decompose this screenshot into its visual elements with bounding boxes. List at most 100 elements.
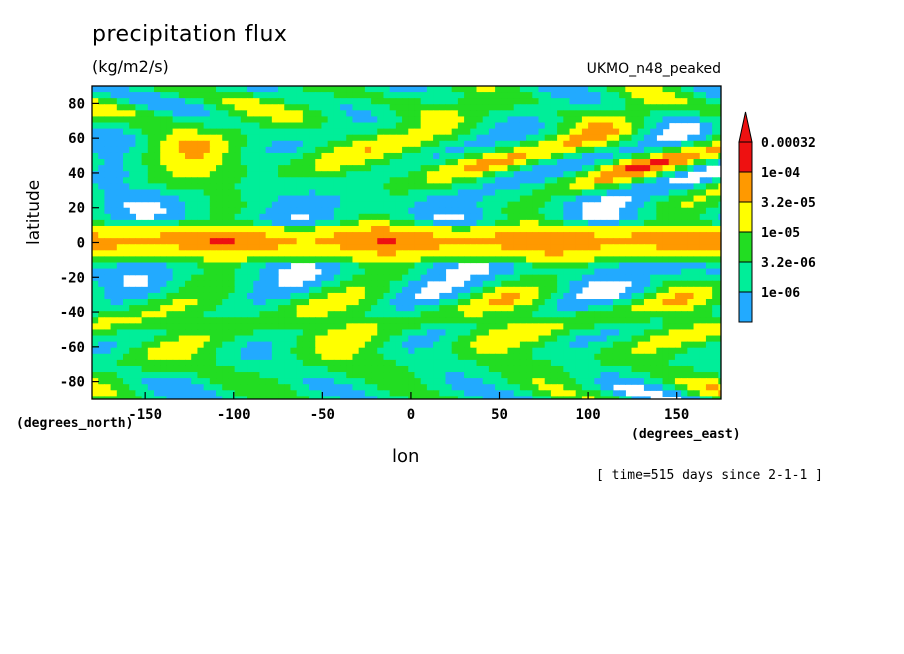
field-cell xyxy=(284,189,292,197)
field-cell xyxy=(538,359,546,367)
field-cell xyxy=(631,317,639,324)
field-cell xyxy=(135,335,143,343)
field-cell xyxy=(674,268,682,276)
field-cell xyxy=(284,207,292,215)
field-cell xyxy=(141,378,149,385)
field-cell xyxy=(383,152,391,160)
field-cell xyxy=(216,311,223,318)
field-cell xyxy=(482,159,490,166)
field-cell xyxy=(674,238,682,245)
field-cell xyxy=(650,207,657,215)
field-cell xyxy=(445,86,453,93)
field-cell xyxy=(172,116,180,124)
field-cell xyxy=(674,305,682,312)
field-cell xyxy=(433,311,440,318)
field-cell xyxy=(581,116,589,124)
field-cell xyxy=(532,378,540,385)
field-cell xyxy=(488,372,496,379)
field-cell xyxy=(594,365,602,373)
field-cell xyxy=(476,378,484,385)
field-cell xyxy=(129,329,137,337)
field-cell xyxy=(612,347,620,355)
field-cell xyxy=(203,232,211,239)
field-cell xyxy=(209,365,217,373)
field-cell xyxy=(160,329,168,337)
field-cell xyxy=(358,250,366,258)
field-cell xyxy=(488,177,496,184)
field-cell xyxy=(420,110,428,118)
field-cell xyxy=(135,219,143,227)
field-cell xyxy=(650,323,657,331)
field-cell xyxy=(699,268,707,276)
field-cell xyxy=(643,116,651,124)
field-cell xyxy=(352,365,360,373)
field-cell xyxy=(296,372,304,379)
field-cell xyxy=(327,238,335,245)
field-cell xyxy=(364,122,372,130)
field-cell xyxy=(309,390,316,397)
field-cell xyxy=(674,110,682,118)
field-cell xyxy=(662,280,670,288)
field-cell xyxy=(513,384,521,391)
field-cell xyxy=(476,384,484,391)
field-cell xyxy=(340,219,347,227)
field-cell xyxy=(681,359,688,367)
field-cell xyxy=(185,347,192,355)
field-cell xyxy=(278,299,285,306)
field-cell xyxy=(92,359,99,367)
field-cell xyxy=(426,317,434,324)
field-cell xyxy=(637,292,645,300)
field-cell xyxy=(240,195,248,203)
field-cell xyxy=(197,305,205,312)
field-cell xyxy=(302,238,310,245)
field-cell xyxy=(414,280,422,288)
field-cell xyxy=(426,165,434,172)
field-cell xyxy=(643,232,651,239)
field-cell xyxy=(643,159,651,166)
field-cell xyxy=(656,323,664,331)
field-cell xyxy=(234,189,242,197)
field-cell xyxy=(420,372,428,379)
field-cell xyxy=(662,305,670,312)
field-cell xyxy=(333,317,341,324)
field-cell xyxy=(203,390,211,397)
field-cell xyxy=(519,128,527,136)
field-cell xyxy=(340,286,347,294)
time-note: [ time=515 days since 2-1-1 ] xyxy=(596,468,823,483)
field-cell xyxy=(637,152,645,160)
field-cell xyxy=(309,195,316,203)
field-cell xyxy=(160,323,168,331)
field-cell xyxy=(643,378,651,385)
field-cell xyxy=(705,177,713,184)
field-cell xyxy=(693,232,701,239)
field-cell xyxy=(278,110,285,118)
field-cell xyxy=(389,152,397,160)
field-cell xyxy=(538,329,546,337)
field-cell xyxy=(395,292,403,300)
field-cell xyxy=(631,244,639,251)
field-cell xyxy=(154,86,161,93)
field-cell xyxy=(544,116,552,124)
field-cell xyxy=(178,359,186,367)
field-cell xyxy=(234,159,242,166)
field-cell xyxy=(519,292,527,300)
field-cell xyxy=(253,262,261,270)
field-cell xyxy=(395,250,403,258)
field-cell xyxy=(426,207,434,215)
field-cell xyxy=(371,207,378,215)
field-cell xyxy=(674,183,682,191)
field-cell xyxy=(464,92,471,99)
field-cell xyxy=(259,238,267,245)
field-cell xyxy=(445,384,453,391)
field-cell xyxy=(445,372,453,379)
field-cell xyxy=(699,189,707,197)
field-cell xyxy=(439,177,447,184)
field-cell xyxy=(284,134,292,142)
field-cell xyxy=(92,122,99,130)
field-cell xyxy=(557,384,564,391)
field-cell xyxy=(674,329,682,337)
field-cell xyxy=(668,305,676,312)
field-cell xyxy=(563,359,571,367)
field-cell xyxy=(656,372,664,379)
field-cell xyxy=(619,189,626,197)
